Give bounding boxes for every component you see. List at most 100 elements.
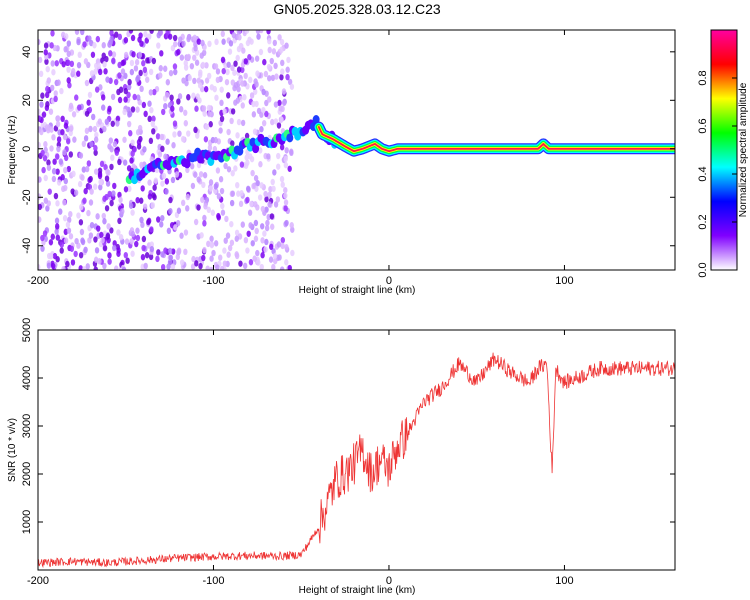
noise-speckle	[253, 88, 258, 95]
noise-speckle	[243, 72, 248, 80]
noise-speckle	[202, 110, 207, 117]
noise-speckle	[190, 182, 196, 190]
noise-speckle	[112, 182, 117, 190]
noise-speckle	[123, 96, 128, 103]
noise-speckle	[283, 186, 288, 194]
noise-speckle	[88, 175, 93, 183]
noise-speckle	[139, 216, 144, 224]
noise-speckle	[62, 133, 68, 141]
noise-speckle	[290, 249, 295, 257]
noise-speckle	[227, 48, 233, 55]
noise-speckle	[50, 262, 56, 270]
noise-speckle	[192, 54, 197, 61]
noise-speckle	[237, 34, 242, 41]
noise-speckle	[127, 185, 132, 193]
noise-speckle	[80, 30, 85, 36]
noise-speckle	[68, 210, 73, 218]
noise-speckle	[267, 38, 272, 45]
noise-speckle	[161, 108, 166, 116]
noise-speckle	[74, 30, 80, 35]
noise-speckle	[111, 190, 116, 197]
noise-speckle	[220, 56, 226, 64]
noise-speckle	[230, 170, 235, 177]
noise-speckle	[149, 106, 154, 114]
noise-speckle	[204, 77, 210, 84]
noise-speckle	[95, 213, 100, 220]
noise-speckle	[264, 196, 269, 203]
noise-speckle	[51, 134, 56, 141]
noise-speckle	[77, 180, 83, 188]
noise-speckle	[63, 166, 68, 174]
noise-speckle	[104, 118, 110, 125]
noise-speckle	[94, 86, 100, 93]
noise-speckle	[277, 99, 282, 107]
colorbar-tick-label: 0.6	[697, 118, 709, 133]
noise-speckle	[44, 124, 50, 131]
noise-speckle	[272, 257, 278, 265]
noise-speckle	[86, 160, 92, 167]
noise-speckle	[236, 85, 241, 93]
noise-speckle	[39, 101, 44, 108]
noise-speckle	[56, 145, 61, 153]
noise-speckle	[107, 258, 112, 265]
noise-speckle	[258, 147, 263, 154]
noise-speckle	[240, 119, 246, 127]
noise-speckle	[260, 252, 265, 259]
noise-speckle	[223, 162, 228, 170]
noise-speckle	[139, 197, 144, 204]
noise-speckle	[44, 91, 50, 99]
noise-speckle	[190, 263, 196, 270]
noise-speckle	[192, 34, 197, 42]
noise-speckle	[267, 75, 272, 82]
snr-xtick-label: 100	[555, 575, 573, 587]
noise-speckle	[146, 218, 151, 226]
noise-speckle	[141, 101, 147, 109]
trace-blob	[131, 175, 139, 185]
noise-speckle	[168, 207, 173, 215]
noise-speckle	[214, 38, 219, 46]
noise-speckle	[55, 168, 60, 175]
noise-speckle	[166, 263, 171, 270]
noise-speckle	[88, 199, 94, 206]
noise-speckle	[229, 117, 234, 125]
noise-speckle	[43, 174, 48, 182]
noise-speckle	[185, 54, 190, 61]
noise-speckle	[165, 138, 170, 145]
noise-speckle	[55, 153, 60, 160]
noise-speckle	[40, 245, 45, 252]
noise-speckle	[177, 130, 182, 137]
noise-speckle	[93, 149, 98, 156]
noise-speckle	[60, 128, 65, 136]
noise-speckle	[279, 116, 284, 123]
noise-speckle	[236, 66, 242, 73]
noise-speckle	[267, 201, 272, 208]
noise-speckle	[257, 194, 263, 201]
noise-speckle	[143, 30, 148, 38]
noise-speckle	[286, 56, 291, 64]
noise-speckle	[71, 170, 76, 178]
noise-speckle	[215, 76, 221, 84]
noise-speckle	[204, 123, 210, 131]
noise-speckle	[150, 202, 156, 209]
noise-speckle	[113, 265, 119, 270]
colorbar-tick-label: 0.2	[697, 214, 709, 229]
noise-speckle	[236, 118, 242, 126]
noise-speckle	[287, 78, 293, 86]
noise-speckle	[149, 245, 155, 253]
noise-speckle	[80, 237, 85, 244]
noise-speckle	[206, 104, 212, 112]
noise-speckle	[235, 132, 240, 139]
noise-speckle	[247, 209, 253, 216]
noise-speckle	[253, 235, 259, 242]
snr-axis-ticks: -200 -100 0 100 1000 2000 3000 4000 5000	[21, 318, 675, 587]
noise-speckle	[240, 80, 245, 87]
noise-speckle	[163, 65, 168, 72]
noise-speckle	[176, 98, 181, 105]
noise-speckle	[202, 246, 207, 254]
noise-speckle	[172, 131, 177, 138]
noise-speckle	[244, 132, 250, 140]
noise-speckle	[250, 240, 255, 247]
noise-speckle	[129, 238, 134, 245]
noise-speckle	[55, 115, 61, 122]
noise-speckle	[177, 93, 183, 100]
